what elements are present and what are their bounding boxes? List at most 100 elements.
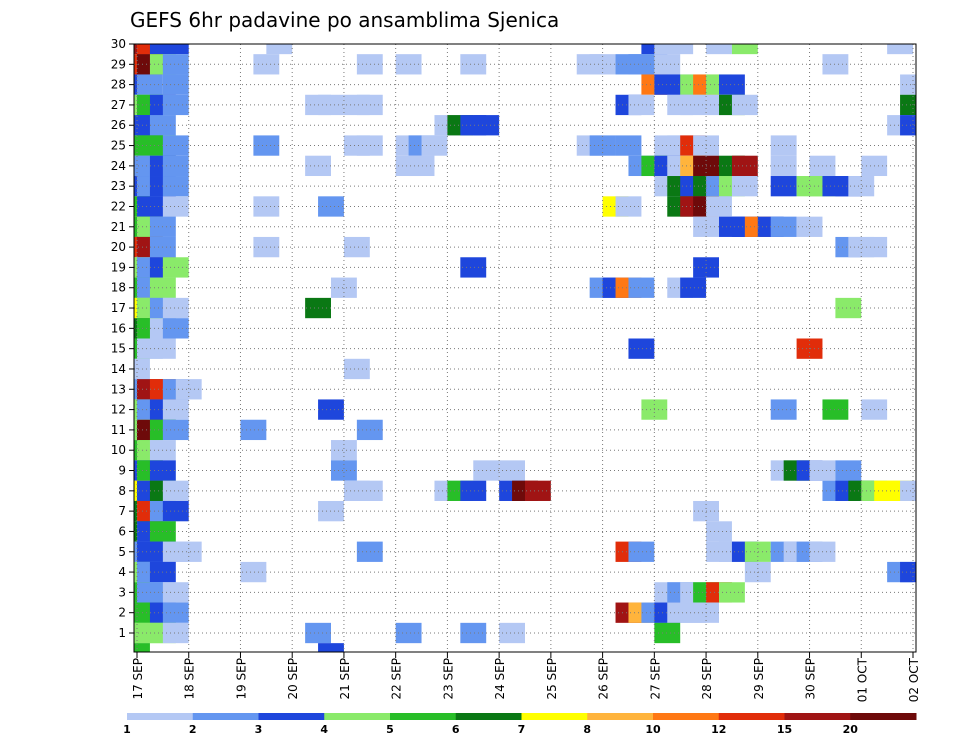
colorbar-segment (390, 713, 457, 720)
heatmap-cell (731, 155, 758, 177)
y-tick-label: 5 (118, 545, 126, 559)
heatmap-cell (331, 460, 357, 481)
heatmap-cell (162, 622, 189, 644)
x-tick-label: 17 SEP (131, 658, 145, 700)
colorbar-segment (653, 713, 720, 720)
colorbar-label: 7 (518, 723, 526, 736)
heatmap-cell (240, 419, 267, 441)
x-tick-label: 18 SEP (183, 658, 197, 700)
heatmap-cell (770, 155, 797, 177)
colorbar-label: 10 (645, 723, 661, 736)
heatmap-cell (900, 115, 916, 136)
colorbar-segment (521, 713, 588, 720)
heatmap-cell (848, 176, 875, 197)
y-tick-label: 13 (111, 382, 126, 396)
y-tick-label: 16 (111, 321, 126, 335)
y-tick-label: 28 (111, 78, 126, 92)
y-tick-label: 30 (111, 37, 126, 51)
y-tick-label: 17 (111, 301, 126, 315)
heatmap-cell (719, 74, 745, 95)
heatmap-cell (162, 257, 189, 278)
heatmap-cell (162, 480, 189, 501)
y-tick-label: 14 (111, 362, 126, 376)
heatmap-cell (822, 399, 849, 420)
heatmap-cell (162, 399, 189, 420)
x-tick-label: 28 SEP (700, 658, 714, 700)
heatmap-cell (162, 500, 189, 522)
heatmap-cell (822, 54, 849, 75)
colorbar-label: 4 (320, 723, 328, 736)
heatmap-cell (162, 54, 189, 75)
colorbar-segment (324, 713, 391, 720)
y-tick-label: 12 (111, 403, 126, 417)
heatmap-cell (343, 236, 370, 258)
y-tick-label: 25 (111, 139, 126, 153)
colorbar-segment (192, 713, 259, 720)
heatmap-cell (318, 643, 344, 652)
heatmap-cell (162, 74, 189, 95)
colorbar-label: 8 (583, 723, 591, 736)
colorbar-segment (258, 713, 325, 720)
heatmap-cell (900, 94, 916, 116)
y-tick-label: 9 (118, 464, 126, 478)
gridlines (134, 44, 916, 652)
colorbar-segment (784, 713, 851, 720)
colorbar-segment (718, 713, 785, 720)
heatmap-cell (356, 135, 383, 156)
plot-frame (133, 43, 917, 653)
colorbar-segment (455, 713, 522, 720)
heatmap-cell (162, 94, 189, 116)
colorbar-segment (127, 713, 194, 720)
y-tick-label: 29 (111, 57, 126, 71)
heatmap-cell (162, 176, 189, 197)
x-axis: 17 SEP 18 SEP 19 SEP 20 SEP 21 SEP 22 SEP 23 S… (131, 652, 921, 702)
heatmap-cell (900, 480, 916, 501)
colorbar-label: 5 (386, 723, 394, 736)
x-tick-label: 22 SEP (390, 658, 404, 700)
colorbar-label: 3 (255, 723, 263, 736)
x-tick-label: 02 OCT (907, 657, 921, 702)
colorbar-segment (587, 713, 654, 720)
y-tick-label: 27 (111, 98, 126, 112)
heatmap-cell (175, 379, 202, 400)
heatmap-cell (887, 44, 913, 55)
heatmap-cell (628, 338, 655, 359)
heatmap-cell (162, 419, 189, 441)
y-tick-label: 10 (111, 443, 126, 457)
heatmap-cell (654, 54, 681, 75)
heatmap-cell (162, 582, 189, 603)
colorbar-label: 6 (452, 723, 460, 736)
y-tick-label: 26 (111, 118, 126, 132)
y-tick-label: 24 (111, 159, 126, 173)
heatmap-cell (680, 277, 707, 298)
heatmap-cell (499, 460, 525, 481)
heatmap-cell (628, 94, 655, 116)
y-tick-label: 11 (111, 423, 126, 437)
colorbar-label: 1 (123, 723, 131, 736)
heatmap-cell (499, 622, 525, 644)
colorbar-label: 2 (189, 723, 197, 736)
heatmap-cell (628, 277, 655, 298)
heatmap-cell (667, 44, 694, 55)
x-tick-label: 25 SEP (545, 658, 559, 700)
heatmap-cell (331, 440, 357, 461)
heatmap-cell (356, 419, 383, 441)
y-tick-label: 18 (111, 281, 126, 295)
heatmap-cell (175, 541, 202, 562)
heatmap-cell (240, 561, 267, 583)
heatmap-cell (356, 480, 383, 501)
x-tick-label: 19 SEP (234, 658, 248, 700)
heatmap-cell (134, 358, 150, 380)
y-tick-label: 7 (118, 504, 126, 518)
heatmap-cell (628, 541, 655, 562)
x-tick-label: 20 SEP (286, 658, 300, 700)
heatmap-cell (706, 44, 732, 55)
y-tick-label: 21 (111, 220, 126, 234)
heatmap-cell (525, 480, 551, 501)
heatmap-cell (162, 44, 189, 55)
x-tick-label: 23 SEP (441, 658, 455, 700)
heatmap-cell (770, 135, 797, 156)
x-tick-label: 24 SEP (493, 658, 507, 700)
heatmap-cell (408, 155, 435, 177)
heatmap-cell (731, 44, 758, 55)
